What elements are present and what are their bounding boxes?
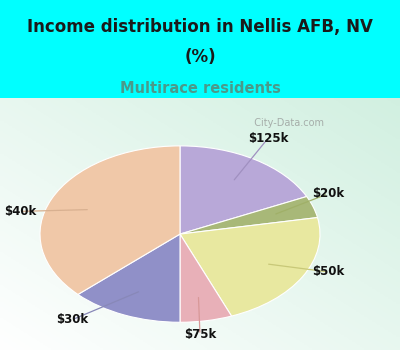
Text: Income distribution in Nellis AFB, NV: Income distribution in Nellis AFB, NV [27, 19, 373, 36]
Wedge shape [78, 234, 180, 322]
Text: $125k: $125k [248, 132, 288, 145]
Text: $40k: $40k [4, 205, 36, 218]
Text: $30k: $30k [56, 313, 88, 326]
Wedge shape [180, 197, 318, 234]
Text: $20k: $20k [312, 187, 344, 200]
Wedge shape [180, 146, 307, 234]
Text: $75k: $75k [184, 328, 216, 341]
Text: (%): (%) [184, 48, 216, 66]
Wedge shape [40, 146, 180, 294]
Text: City-Data.com: City-Data.com [248, 118, 324, 128]
Wedge shape [180, 234, 232, 322]
Text: Multirace residents: Multirace residents [120, 81, 280, 96]
Text: $50k: $50k [312, 265, 344, 278]
Wedge shape [180, 218, 320, 316]
